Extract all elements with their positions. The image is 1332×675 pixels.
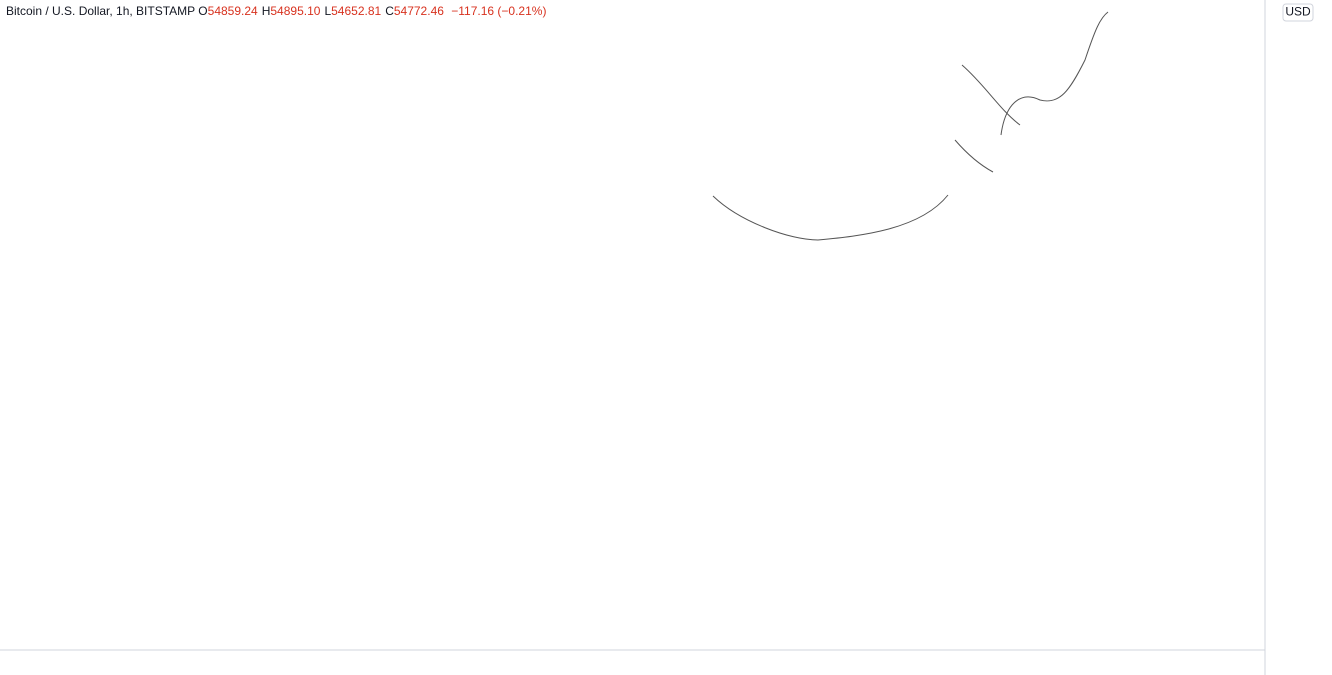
drawings bbox=[712, 11, 1109, 241]
ohlc-label: L bbox=[324, 4, 332, 18]
ohlc-label: C bbox=[385, 4, 394, 18]
ohlc-value: 54772.46 bbox=[393, 4, 444, 18]
drawing-curve bbox=[712, 194, 949, 241]
currency[interactable]: USD bbox=[1285, 5, 1311, 19]
ohlc-label: H bbox=[261, 4, 271, 18]
ohlc-value: 54895.10 bbox=[270, 4, 321, 18]
ohlc-value: 54859.24 bbox=[207, 4, 258, 18]
drawing-curve bbox=[961, 64, 1021, 126]
header: Bitcoin / U.S. Dollar, 1h, BITSTAMP O548… bbox=[6, 4, 550, 18]
drawing-curve bbox=[954, 139, 994, 173]
change: −117.16 (−0.21%) bbox=[451, 4, 547, 18]
drawing-curve bbox=[1000, 11, 1109, 136]
currency-box[interactable] bbox=[1282, 3, 1314, 22]
ohlc-value: 54652.81 bbox=[331, 4, 382, 18]
ohlc-label: O bbox=[198, 4, 208, 18]
symbol-title: Bitcoin / U.S. Dollar, 1h, BITSTAMP bbox=[6, 4, 195, 18]
